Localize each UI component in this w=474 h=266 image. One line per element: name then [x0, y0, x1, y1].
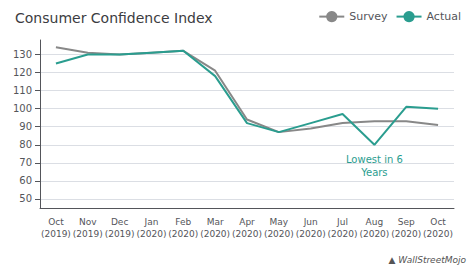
- svg-text:Consumer Confidence Index: Consumer Confidence Index: [15, 10, 213, 26]
- svg-text:(2019): (2019): [105, 229, 135, 239]
- svg-text:(2020): (2020): [296, 229, 326, 239]
- svg-text:Feb: Feb: [175, 217, 191, 227]
- svg-text:▲ WallStreetMojo: ▲ WallStreetMojo: [388, 255, 466, 265]
- svg-text:(2020): (2020): [168, 229, 198, 239]
- svg-text:60: 60: [19, 175, 32, 186]
- svg-text:(2019): (2019): [73, 229, 103, 239]
- svg-text:(2020): (2020): [136, 229, 166, 239]
- svg-text:Lowest in 6: Lowest in 6: [346, 154, 403, 165]
- svg-text:90: 90: [19, 121, 32, 132]
- svg-text:(2020): (2020): [232, 229, 262, 239]
- svg-text:Apr: Apr: [239, 217, 255, 227]
- svg-text:130: 130: [13, 49, 32, 60]
- svg-text:Mar: Mar: [207, 217, 224, 227]
- svg-text:(2020): (2020): [328, 229, 358, 239]
- svg-text:Years: Years: [360, 167, 387, 178]
- svg-text:(2020): (2020): [359, 229, 389, 239]
- svg-text:50: 50: [19, 193, 32, 204]
- svg-text:May: May: [270, 217, 289, 227]
- svg-text:Aug: Aug: [366, 217, 384, 227]
- svg-text:Dec: Dec: [111, 217, 128, 227]
- svg-text:Jan: Jan: [144, 217, 159, 227]
- svg-text:Survey: Survey: [349, 10, 388, 23]
- svg-text:(2020): (2020): [391, 229, 421, 239]
- svg-text:Oct: Oct: [430, 217, 446, 227]
- svg-text:70: 70: [19, 157, 32, 168]
- svg-text:Nov: Nov: [79, 217, 97, 227]
- svg-text:Oct: Oct: [48, 217, 64, 227]
- svg-text:(2019): (2019): [41, 229, 71, 239]
- svg-text:(2020): (2020): [264, 229, 294, 239]
- svg-text:(2020): (2020): [200, 229, 230, 239]
- svg-text:100: 100: [13, 103, 32, 114]
- svg-text:Jul: Jul: [336, 217, 348, 227]
- svg-text:(2020): (2020): [423, 229, 453, 239]
- svg-text:Actual: Actual: [427, 10, 461, 23]
- svg-text:80: 80: [19, 139, 32, 150]
- svg-text:Sep: Sep: [398, 217, 415, 227]
- svg-text:110: 110: [13, 85, 32, 96]
- svg-text:Jun: Jun: [303, 217, 318, 227]
- svg-text:120: 120: [13, 67, 32, 78]
